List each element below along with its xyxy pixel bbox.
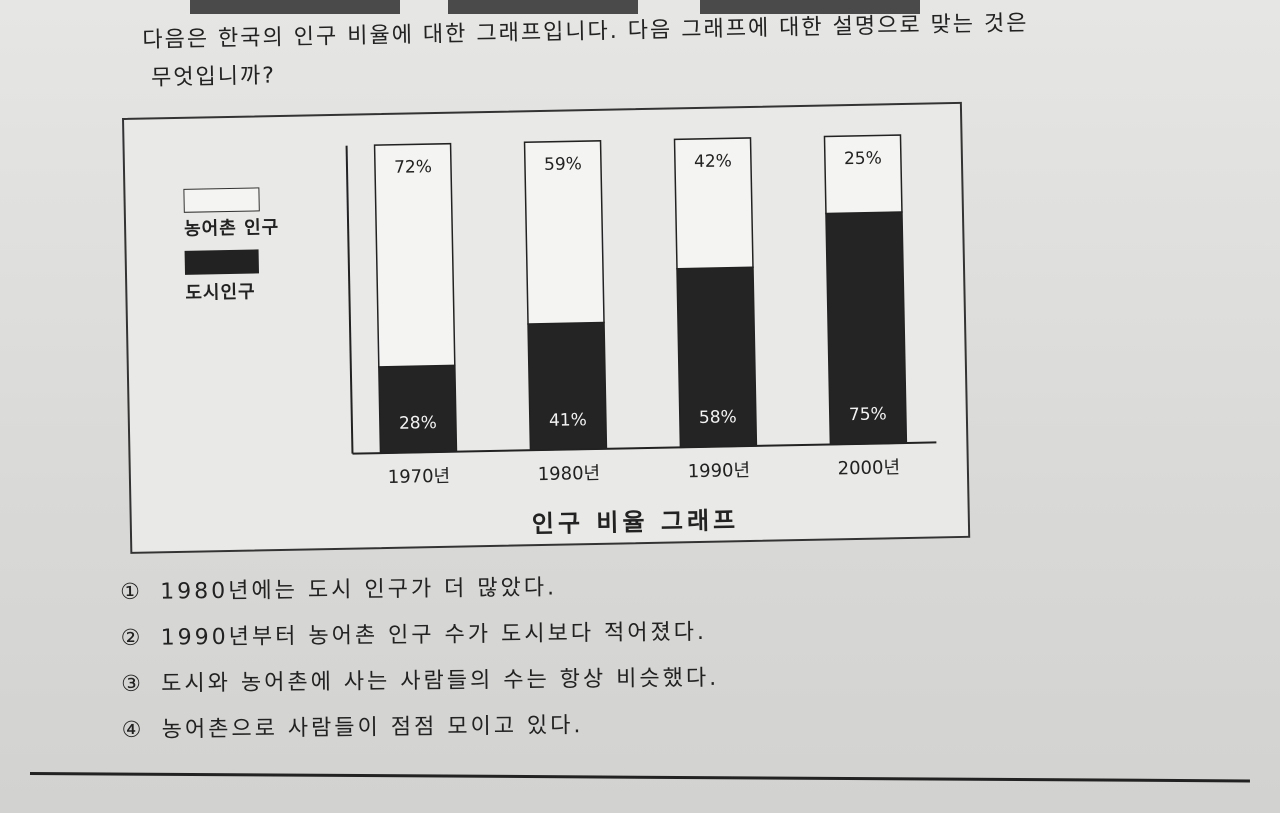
x-tick-label: 1990년 (688, 460, 751, 482)
answer-choice[interactable]: ④ 농어촌으로 사람들이 점점 모이고 있다. (121, 698, 1121, 754)
chart-frame: 농어촌 인구 도시인구 28% 72% 1970년 41% 59% 1980년 58% 42%… (122, 101, 971, 554)
rural-bar-segment (523, 140, 605, 325)
top-decor-shape (190, 0, 400, 14)
answer-choices: ① 1980년에는 도시 인구가 더 많았다. ② 1990년부터 농어촌 인구 수… (120, 560, 1122, 754)
urban-value-label: 41% (549, 410, 587, 431)
rural-value-label: 42% (694, 151, 732, 172)
choice-text: 1990년부터 농어촌 인구 수가 도시보다 적어졌다. (160, 619, 708, 651)
urban-value-label: 75% (849, 404, 887, 425)
question-text: 다음은 한국의 인구 비율에 대한 그래프입니다. 다음 그래프에 대한 설명으… (142, 1, 1243, 98)
choice-text: 1980년에는 도시 인구가 더 많았다. (160, 575, 558, 605)
x-tick-label: 1970년 (388, 466, 451, 488)
rural-value-label: 72% (394, 157, 432, 178)
top-decor-shape (448, 0, 638, 14)
rural-bar-segment (373, 142, 456, 368)
top-decor-shape (700, 0, 920, 14)
urban-bar-segment (378, 364, 458, 454)
x-tick-label: 1980년 (538, 463, 601, 485)
rural-value-label: 25% (844, 148, 882, 169)
bottom-divider (29, 772, 1250, 783)
bar-chart-plot: 28% 72% 1970년 41% 59% 1980년 58% 42% 1990년 75% 25% 2… (345, 134, 937, 488)
choice-text: 농어촌으로 사람들이 점점 모이고 있다. (161, 713, 584, 743)
rural-value-label: 59% (544, 154, 582, 175)
urban-bar-segment (527, 321, 608, 451)
choice-number: ④ (121, 717, 145, 743)
choice-number: ③ (121, 671, 145, 697)
urban-value-label: 58% (699, 407, 737, 428)
rural-bar-segment (673, 137, 754, 270)
y-axis-line (345, 145, 354, 454)
choice-number: ① (120, 579, 144, 605)
choice-number: ② (120, 625, 144, 651)
chart-title: 인구 비율 그래프 (531, 506, 740, 539)
urban-value-label: 28% (399, 413, 437, 434)
choice-text: 도시와 농어촌에 사는 사람들의 수는 항상 비슷했다. (161, 665, 720, 697)
x-tick-label: 2000년 (837, 457, 900, 479)
rural-bar-segment (823, 134, 903, 215)
